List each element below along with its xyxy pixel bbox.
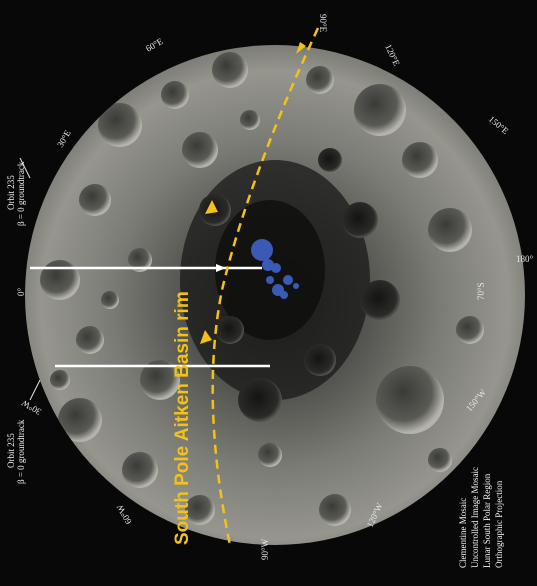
legend-line-1: Clementine Mosaic xyxy=(458,498,468,568)
orbit-upper-line1: Orbit 235 xyxy=(6,175,16,210)
orbit-lower-line2: β = 0 groundtrack xyxy=(16,419,26,484)
lon-label-90w: 90°W xyxy=(260,538,270,560)
legend-line-4: Orthographic Projection xyxy=(494,480,504,568)
lon-label-180: 180° xyxy=(516,254,534,264)
rim-arrow-mid xyxy=(205,200,218,214)
surface-texture xyxy=(40,52,484,526)
lon-label-120e: 120°E xyxy=(383,43,402,68)
lat-label-70s-right: 70°S xyxy=(476,282,486,300)
legend-line-2: Uncontrolled Image Mosaic xyxy=(470,467,480,568)
rim-arrow-top xyxy=(296,42,306,54)
orbit-annotation-upper: Orbit 235 β = 0 groundtrack xyxy=(6,157,31,226)
orbit-lower-line1: Orbit 235 xyxy=(6,433,16,468)
rim-arrow-lower xyxy=(200,330,212,344)
orbit-upper-line2: β = 0 groundtrack xyxy=(16,161,26,226)
basin-label: South Pole Aitken Basin rim xyxy=(172,291,193,545)
lon-label-150e: 150°E xyxy=(487,114,511,137)
lon-label-90e: 90°E xyxy=(318,14,328,33)
lon-label-30w: 30°W xyxy=(19,397,43,416)
lon-label-60w: 60°W xyxy=(114,502,133,526)
orbit-annotation-lower: Orbit 235 β = 0 groundtrack xyxy=(6,379,41,484)
ice-deposits xyxy=(251,239,299,299)
groundtrack-arrow-upper xyxy=(216,264,226,272)
lon-label-30e: 30°E xyxy=(55,128,73,149)
legend-line-3: Lunar South Polar Region xyxy=(482,473,492,568)
map-legend: Clementine Mosaic Uncontrolled Image Mos… xyxy=(458,467,504,568)
lon-label-0: 0° xyxy=(16,288,26,297)
lon-label-60e: 60°E xyxy=(144,36,165,54)
